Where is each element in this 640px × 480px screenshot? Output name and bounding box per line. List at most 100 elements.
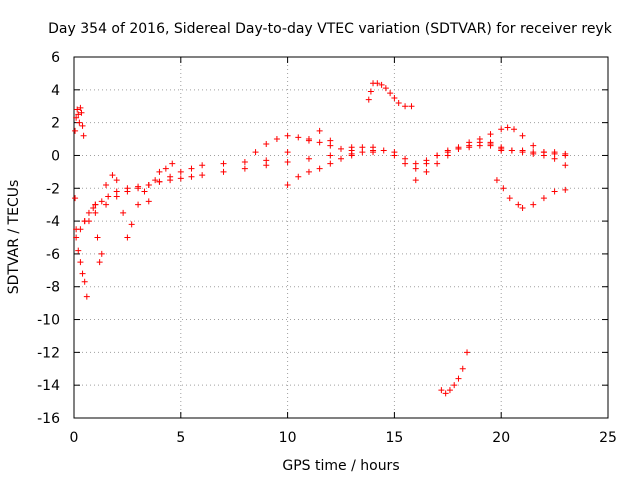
data-point [412, 165, 419, 172]
data-point [530, 149, 537, 156]
data-point [500, 185, 507, 192]
data-point [455, 375, 462, 382]
data-point [562, 150, 569, 157]
data-point [338, 155, 344, 162]
data-point [75, 111, 82, 118]
x-axis-label: GPS time / hours [282, 458, 399, 474]
data-point [79, 270, 86, 277]
data-point [391, 95, 398, 102]
data-point [338, 145, 344, 152]
data-point [113, 193, 120, 200]
data-point [305, 155, 312, 162]
data-point [370, 144, 377, 151]
data-point [284, 159, 291, 166]
data-point [94, 234, 101, 241]
data-point [284, 181, 291, 188]
data-point [327, 142, 334, 149]
data-point [135, 185, 142, 192]
data-point [75, 247, 82, 254]
data-point [295, 173, 302, 180]
data-point [199, 172, 206, 179]
data-point [263, 157, 270, 164]
data-point [327, 160, 334, 167]
data-point [442, 390, 449, 397]
data-point [551, 149, 558, 156]
data-point [446, 387, 453, 394]
data-point [423, 168, 430, 175]
data-point [90, 204, 97, 211]
data-point [295, 134, 302, 141]
data-point [135, 201, 142, 208]
series-track-f [85, 204, 105, 266]
data-point [402, 103, 409, 110]
series-track-k [412, 136, 505, 184]
data-point [98, 250, 105, 257]
series-track-e [92, 160, 176, 241]
y-tick-label: -14 [37, 378, 60, 394]
data-point [504, 124, 511, 131]
data-point [327, 152, 334, 159]
data-point [76, 119, 83, 126]
data-point [72, 127, 79, 134]
data-point [412, 177, 419, 184]
data-point [316, 165, 323, 172]
data-point [252, 149, 259, 156]
series-track-i [365, 80, 415, 110]
data-point [141, 188, 148, 195]
data-point [434, 152, 441, 159]
data-point [408, 103, 415, 110]
data-point [241, 159, 248, 166]
data-point [562, 186, 569, 193]
data-point [374, 80, 381, 87]
data-point [167, 173, 174, 180]
y-tick-label: -2 [46, 181, 60, 197]
data-point [444, 152, 451, 159]
data-point [79, 122, 86, 129]
data-point [434, 160, 441, 167]
data-point [540, 149, 547, 156]
x-tick-labels: 0 5 10 15 20 25 [70, 430, 617, 446]
data-point [498, 126, 505, 133]
data-point [305, 136, 312, 143]
data-point [188, 173, 195, 180]
data-points [72, 80, 569, 397]
x-tick-label: 15 [385, 430, 403, 446]
data-point [423, 160, 430, 167]
data-point [85, 209, 92, 216]
y-tick-label: -8 [46, 280, 60, 296]
data-point [220, 160, 227, 167]
data-point [103, 201, 110, 208]
data-point [506, 195, 513, 202]
data-point [113, 177, 120, 184]
data-point [305, 168, 312, 175]
x-tick-label: 20 [492, 430, 510, 446]
axis-ticks [73, 56, 609, 419]
data-point [77, 104, 84, 111]
data-point [128, 221, 135, 228]
chart-title: Day 354 of 2016, Sidereal Day-to-day VTE… [48, 21, 613, 37]
data-point [540, 195, 547, 202]
series-track-m [493, 177, 569, 211]
data-point [451, 382, 458, 389]
data-point [395, 99, 402, 106]
data-point [464, 349, 471, 356]
y-tick-label: 2 [51, 116, 60, 132]
data-point [156, 168, 163, 175]
data-point [74, 106, 81, 113]
data-point [145, 198, 152, 205]
y-tick-labels: 6 4 2 0 -2 -4 -6 -8 -10 -12 -14 -16 [37, 50, 60, 427]
data-point [508, 147, 515, 154]
data-point [98, 198, 105, 205]
data-point [73, 114, 80, 121]
data-point [455, 145, 462, 152]
y-tick-label: -16 [37, 411, 60, 427]
data-point [199, 162, 206, 169]
plot-frame [73, 56, 609, 419]
data-point [438, 387, 445, 394]
data-point [284, 149, 291, 156]
data-point [487, 131, 494, 138]
data-point [284, 132, 291, 139]
data-point [530, 142, 537, 149]
data-point [96, 259, 103, 266]
